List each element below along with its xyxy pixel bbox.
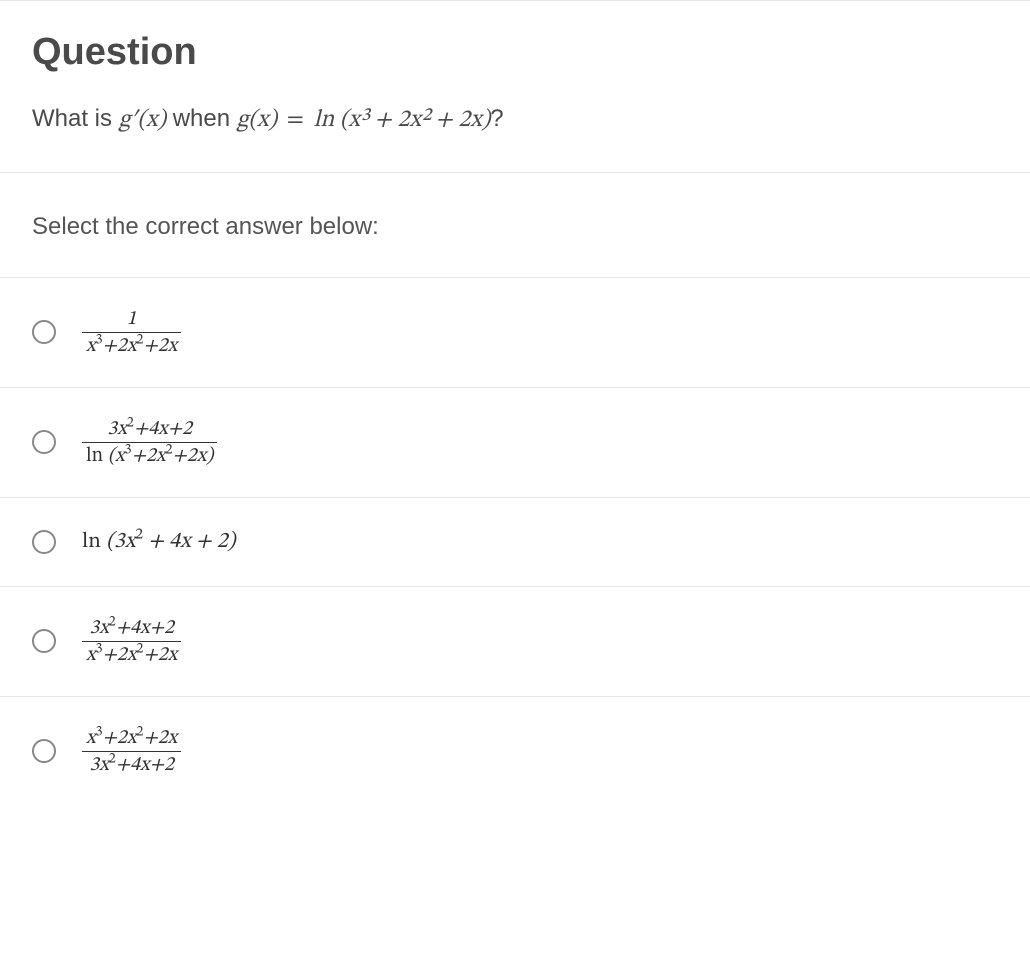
option-row[interactable]: ln (3x2 + 4x + 2) — [0, 498, 1030, 587]
option-row[interactable]: 3x2+4x+2x3+2x2+2x — [0, 587, 1030, 697]
option-content: x3+2x2+2x3x2+4x+2 — [82, 727, 181, 776]
prompt-fn: ln — [314, 108, 340, 132]
option-content: 3x2+4x+2x3+2x2+2x — [82, 617, 181, 666]
radio-button[interactable] — [32, 629, 56, 653]
prompt-g: g(x) — [237, 108, 277, 132]
instruction-text: Select the correct answer below: — [0, 173, 1030, 278]
radio-button[interactable] — [32, 320, 56, 344]
question-container: Question What is g′(x) when g(x) = ln (x… — [0, 0, 1030, 780]
question-header: Question What is g′(x) when g(x) = ln (x… — [0, 0, 1030, 173]
options-list: 1x3+2x2+2x 3x2+4x+2ln (x3+2x2+2x) ln (3x2 … — [0, 278, 1030, 780]
question-title: Question — [32, 31, 998, 74]
option-row[interactable]: 1x3+2x2+2x — [0, 278, 1030, 388]
prompt-mid: when — [166, 105, 237, 132]
prompt-prefix: What is — [32, 105, 119, 132]
prompt-suffix: ? — [490, 105, 503, 132]
prompt-gprime: g′(x) — [119, 108, 166, 132]
radio-button[interactable] — [32, 530, 56, 554]
option-row[interactable]: 3x2+4x+2ln (x3+2x2+2x) — [0, 388, 1030, 498]
option-content: ln (3x2 + 4x + 2) — [82, 528, 236, 556]
option-row[interactable]: x3+2x2+2x3x2+4x+2 — [0, 697, 1030, 780]
prompt-arg: (x³ + 2x² + 2x) — [340, 108, 490, 132]
question-prompt: What is g′(x) when g(x) = ln (x³ + 2x² +… — [32, 102, 998, 138]
prompt-eq: = — [277, 108, 314, 132]
option-content: 1x3+2x2+2x — [82, 308, 181, 357]
radio-button[interactable] — [32, 739, 56, 763]
option-content: 3x2+4x+2ln (x3+2x2+2x) — [82, 418, 217, 467]
radio-button[interactable] — [32, 430, 56, 454]
